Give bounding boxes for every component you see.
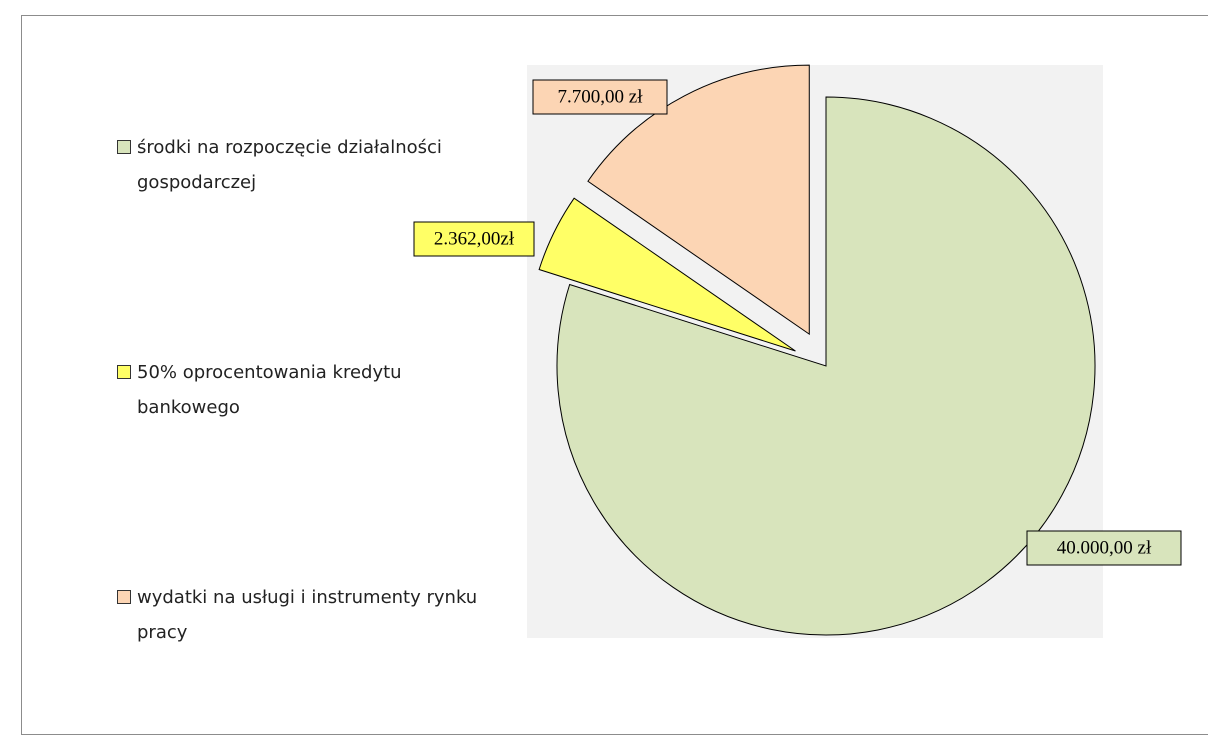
- data-label-box: [413, 221, 535, 257]
- legend-label: 50% oprocentowania kredytu bankowego: [137, 362, 402, 418]
- page: 40.000,00 zł 2.362,00zł 7.700,00 zł środki…: [21, 15, 1208, 735]
- pie-slice: [556, 96, 1096, 636]
- data-label: 7.700,00 zł: [558, 86, 644, 107]
- legend-label: wydatki na usługi i instrumenty rynku pr…: [137, 587, 478, 643]
- legend-item: 50% oprocentowania kredytu bankowego: [117, 355, 517, 425]
- legend-label: środki na rozpoczęcie działalności gospo…: [137, 137, 442, 193]
- data-label-box: [532, 79, 668, 115]
- legend-swatch: [117, 590, 131, 604]
- data-label: 2.362,00zł: [434, 228, 515, 249]
- legend-swatch: [117, 365, 131, 379]
- legend-item: środki na rozpoczęcie działalności gospo…: [117, 130, 517, 200]
- data-label: 40.000,00 zł: [1057, 537, 1152, 558]
- pie-slice: [538, 197, 796, 352]
- legend-swatch: [117, 140, 131, 154]
- data-label-box: [1026, 530, 1182, 566]
- chart: 40.000,00 zł 2.362,00zł 7.700,00 zł: [413, 64, 1182, 638]
- legend-item: wydatki na usługi i instrumenty rynku pr…: [117, 580, 517, 650]
- pie-slice: [587, 64, 810, 336]
